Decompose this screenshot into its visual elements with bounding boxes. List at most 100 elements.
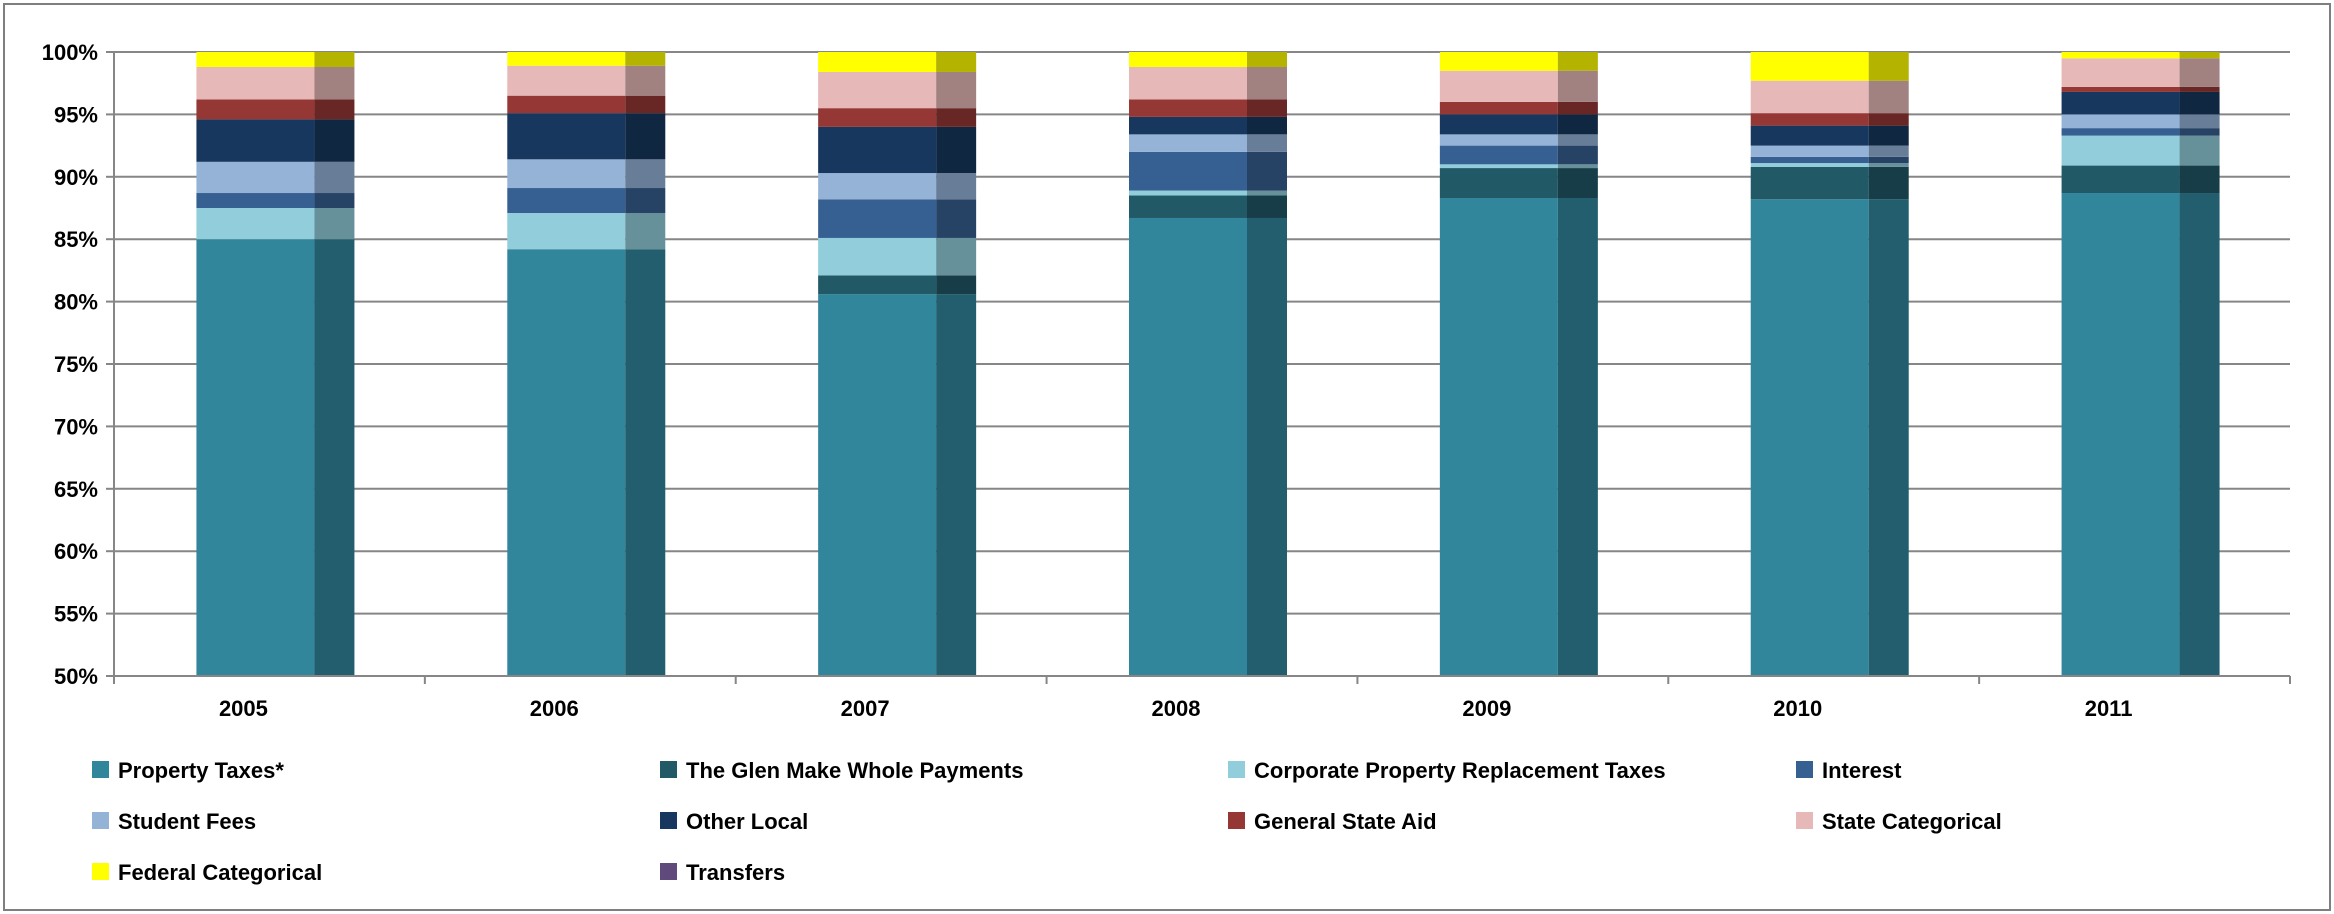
bar-segment-side	[936, 108, 977, 127]
bar-segment	[1750, 166, 1869, 200]
bar-segment	[507, 113, 626, 160]
bar-segment	[1750, 145, 1869, 157]
bar-segment	[1750, 199, 1869, 676]
bar-segment	[818, 126, 937, 174]
bar-segment-side	[1868, 52, 1909, 81]
bar-segment-side	[2179, 165, 2220, 194]
y-tick-label: 85%	[54, 227, 98, 252]
bar-segment-side	[936, 71, 977, 109]
bar-segment	[1439, 52, 1558, 71]
bar-segment	[1750, 113, 1869, 126]
legend-swatch	[1796, 761, 1813, 778]
legend-label: Interest	[1822, 758, 1902, 783]
bar-segment-side	[936, 294, 977, 676]
y-tick-label: 90%	[54, 165, 98, 190]
bar-segment	[507, 188, 626, 213]
bar-segment	[2061, 135, 2180, 166]
bar-segment-side	[314, 119, 355, 162]
bar-segment	[1750, 125, 1869, 146]
bar-segment	[1129, 151, 1247, 191]
bar-segment	[1129, 190, 1247, 196]
bar-segment-side	[1868, 199, 1909, 676]
bar-segment	[507, 65, 626, 96]
bar-segment	[196, 66, 315, 100]
legend-label: Other Local	[686, 809, 808, 834]
bar-segment-side	[936, 275, 977, 295]
bar-segment	[1439, 70, 1558, 102]
bar-segment	[2061, 58, 2180, 87]
bar-segment-side	[625, 95, 666, 114]
bar-segment-side	[625, 188, 666, 213]
bar-segment	[196, 193, 315, 208]
bar-segment-side	[314, 208, 355, 240]
bar-segment	[818, 71, 937, 109]
axes: 50% 55% 60% 65% 70% 75% 80% 85% 90% 95% 100% 2005 20…	[42, 40, 2291, 721]
bar-segment-side	[936, 199, 977, 238]
legend-label: Federal Categorical	[118, 860, 322, 885]
bar-segment-side	[1247, 66, 1287, 100]
bar-segment-side	[625, 249, 666, 676]
bar-segment-side	[1868, 166, 1909, 200]
bar-segment-side	[2179, 193, 2220, 677]
bar-segment-side	[2179, 114, 2220, 129]
bar-segment-side	[1247, 151, 1287, 191]
bar-segment	[1439, 101, 1558, 115]
x-tick-label: 2010	[1773, 696, 1822, 721]
bar-segment-side	[936, 52, 977, 72]
legend-label: Property Taxes*	[118, 758, 284, 783]
bar-segment-side	[314, 161, 355, 194]
bar-segment-side	[1557, 101, 1598, 115]
bar-segment-side	[936, 237, 977, 276]
bar-segment-side	[314, 193, 355, 208]
bar-segment	[818, 199, 937, 238]
bar-segment	[196, 239, 315, 676]
bar-segment	[1129, 99, 1247, 117]
bar-segment	[1129, 66, 1247, 100]
bar-segment-side	[625, 65, 666, 96]
bar-segment	[507, 212, 626, 250]
bar-segment-side	[625, 159, 666, 189]
legend-label: General State Aid	[1254, 809, 1437, 834]
bar-segment-side	[625, 113, 666, 160]
legend-label: Student Fees	[118, 809, 256, 834]
bar-segment-side	[1247, 99, 1287, 117]
legend-swatch	[660, 812, 677, 829]
legend-swatch	[92, 812, 109, 829]
legend-swatch	[1228, 761, 1245, 778]
legend-swatch	[1796, 812, 1813, 829]
x-tick-label: 2005	[219, 696, 268, 721]
bar-segment	[1129, 52, 1247, 67]
y-tick-label: 75%	[54, 352, 98, 377]
x-tick-label: 2008	[1152, 696, 1201, 721]
legend-swatch	[660, 863, 677, 880]
bar-segment-side	[2179, 86, 2220, 92]
bar-segment-side	[2179, 91, 2220, 115]
bar-segment-side	[1557, 198, 1598, 677]
bar-segment-side	[1557, 134, 1598, 146]
bar-segment	[1750, 163, 1869, 167]
bar-segment-side	[1247, 217, 1287, 676]
bar-segment-side	[314, 99, 355, 120]
bars	[196, 52, 2220, 677]
bar-segment	[1750, 80, 1869, 114]
bar-segment	[1750, 52, 1869, 81]
y-tick-label: 65%	[54, 477, 98, 502]
bar-segment-side	[936, 126, 977, 174]
bar-segment-side	[936, 173, 977, 200]
bar-segment-side	[1247, 195, 1287, 218]
bar-segment	[196, 52, 315, 67]
bar-segment	[2061, 128, 2180, 136]
bar-segment-side	[1247, 52, 1287, 67]
legend-swatch	[660, 761, 677, 778]
bar-segment	[196, 99, 315, 120]
bar-segment-side	[1868, 163, 1909, 167]
bar-segment-side	[1868, 80, 1909, 114]
bar-segment-side	[1557, 52, 1598, 71]
y-tick-label: 60%	[54, 539, 98, 564]
bar-segment-side	[1868, 125, 1909, 146]
legend-swatch	[92, 761, 109, 778]
bar-segment-side	[1557, 70, 1598, 102]
legend: Property Taxes* The Glen Make Whole Payme…	[92, 758, 2002, 885]
bar-segment-side	[314, 239, 355, 676]
